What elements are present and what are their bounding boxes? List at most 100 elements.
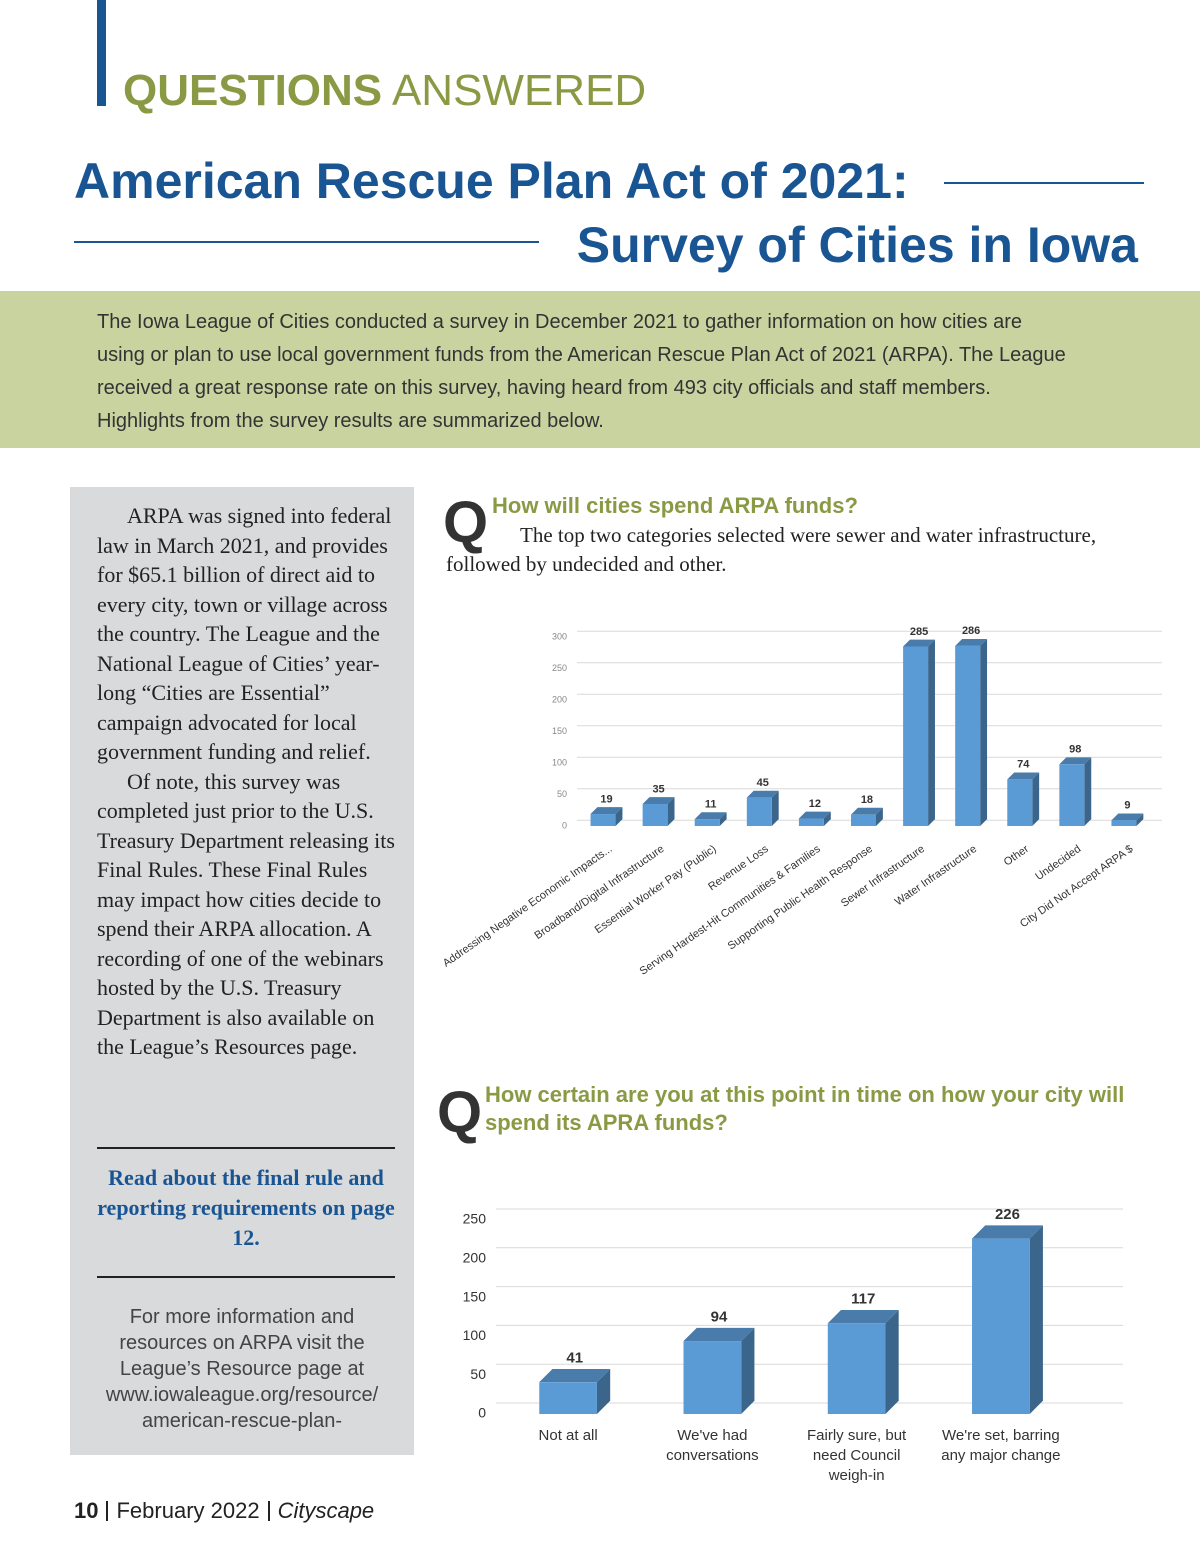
y-tick-label: 200 [552,694,567,704]
x-tick-label: We've had conversations [666,1427,759,1464]
callout: Read about the final rule and reporting … [97,1165,395,1250]
bar-top [1059,757,1092,765]
bar-top [903,639,935,647]
bar-side [928,639,935,826]
value-label: 18 [861,794,873,806]
rule [97,1276,395,1278]
y-tick-label: 200 [463,1250,487,1266]
bar-side [615,807,623,826]
value-label: 285 [910,626,928,638]
x-tick-label: Fairly sure, but need Council weigh-in [807,1427,907,1484]
rule [97,1147,395,1149]
bar-top [590,807,623,815]
intro-band [0,291,1200,448]
title-line: Survey of Cities in Iowa [576,217,1138,273]
value-label: 98 [1069,744,1081,756]
bar-top [798,811,831,819]
bar-top [972,1225,1043,1239]
value-label: 74 [1017,759,1030,771]
bar-top [1007,772,1040,780]
y-tick-label: 0 [562,820,567,830]
y-tick-label: 100 [552,757,567,767]
bar-side [885,1310,899,1414]
publication: Cityscape [277,1498,375,1523]
intro-text: The Iowa League of Cities conducted a su… [97,311,1066,432]
value-label: 9 [1124,800,1130,812]
q-letter: Q [443,490,489,555]
value-label: 45 [757,777,769,789]
value-label: 12 [809,798,821,810]
y-tick-label: 50 [557,789,567,799]
bar-side [771,790,779,826]
separator [267,1501,270,1521]
section-light: ANSWERED [391,66,647,115]
value-label: 41 [566,1349,583,1366]
q-letter: Q [437,1080,483,1145]
bar-top [746,790,779,798]
bar [972,1238,1030,1414]
bar-side [1029,1225,1043,1414]
bar-top [827,1310,899,1324]
y-tick-label: 300 [552,631,567,641]
value-label: 19 [600,793,612,805]
x-tick-label: Serving Hardest-Hit Communities & Famili… [638,843,824,978]
bar [590,814,616,826]
rule [944,182,1144,184]
y-tick-label: 150 [552,726,567,736]
bar-top [1111,813,1144,821]
footer: 10 February 2022 Cityscape [74,1498,374,1524]
bar [642,803,668,826]
bar [683,1341,742,1414]
bar-side [667,797,675,826]
value-label: 94 [711,1308,728,1325]
sidebar-body: ARPA was signed into federal law in Marc… [97,501,395,1062]
bar [539,1382,597,1414]
bar-top [694,812,727,820]
bar [903,646,929,826]
accent-bar [97,0,106,106]
page-number: 10 [74,1498,99,1523]
section-heading: QUESTIONS ANSWERED [123,66,646,116]
x-tick-label: Not at all [539,1427,598,1444]
bar [746,797,772,826]
y-tick-label: 100 [463,1327,487,1343]
bar [694,819,720,826]
y-tick-label: 0 [478,1405,486,1421]
bar [1059,764,1085,826]
bar-top [642,797,675,804]
paragraph: ARPA was signed into federal law in Marc… [97,503,392,764]
issue: February 2022 [116,1498,260,1523]
bar-side [876,807,883,826]
bar-side [823,811,831,826]
separator [106,1501,109,1521]
chart: 0 50 100 150 200 250 41 Not at all 94 We've had co… [463,1206,1123,1484]
bar-top [850,807,883,815]
bar-top [955,638,988,646]
answer: The top two categories selected were sew… [446,523,1097,576]
bar-side [1032,772,1040,826]
bar-top [539,1368,611,1383]
y-tick-label: 250 [552,663,567,673]
info: For more information and resources on AR… [105,1306,379,1432]
y-tick-label: 50 [470,1366,486,1382]
bar [798,818,824,826]
x-tick-label: We're set, barring any major change [941,1427,1060,1464]
question: How will cities spend ARPA funds? [492,493,858,518]
bar [1007,779,1033,826]
value-label: 286 [962,625,980,637]
sidebar: ARPA was signed into federal law in Marc… [70,487,414,1455]
bar [850,814,877,826]
title-line: American Rescue Plan Act of 2021: [74,153,909,209]
bar-side [596,1368,611,1414]
bar-side [980,638,988,826]
bar-side [1136,813,1144,826]
bar [955,645,981,826]
value-label: 11 [705,798,717,810]
bar-side [1084,757,1092,826]
bar [1111,820,1137,826]
y-tick-label: 250 [463,1211,487,1227]
rule [74,241,539,243]
value-label: 35 [652,783,664,795]
paragraph: Of note, this survey was completed just … [97,768,395,1060]
